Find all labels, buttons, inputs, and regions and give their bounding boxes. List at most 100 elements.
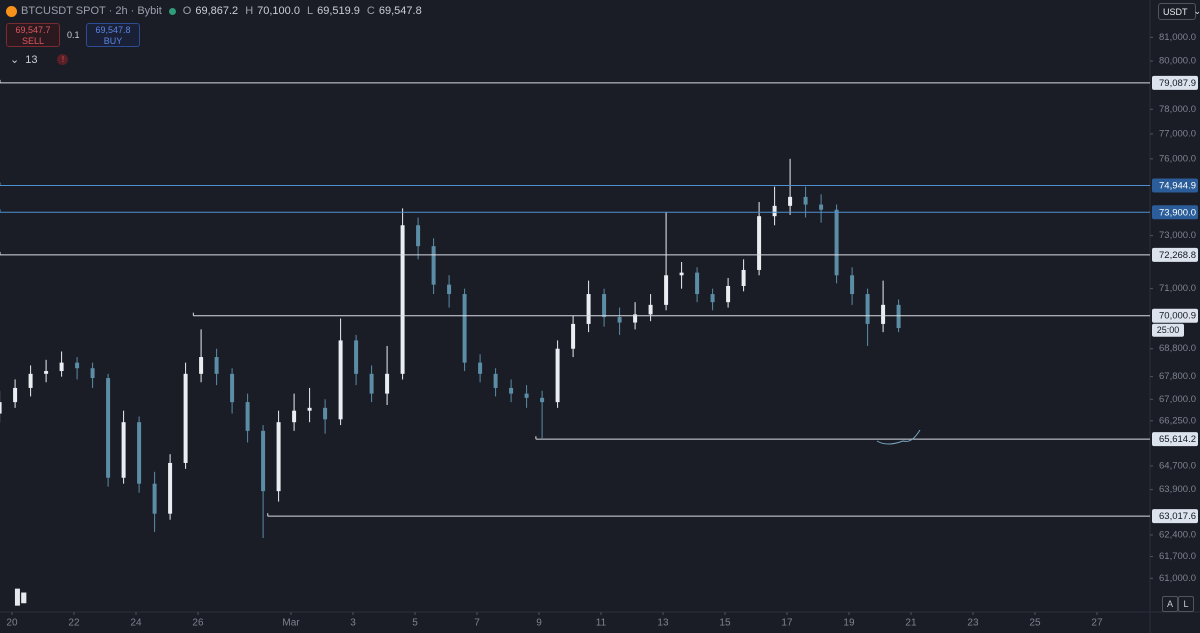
y-tick-label: 61,000.0 [1159, 573, 1196, 584]
x-tick-label: 17 [781, 618, 793, 629]
y-tick-label: 66,250.0 [1159, 415, 1196, 426]
y-tick-label: 67,000.0 [1159, 394, 1196, 405]
auto-scale-button[interactable]: A [1162, 596, 1178, 612]
candle-body [571, 323, 576, 349]
y-tick-label: 78,000.0 [1159, 104, 1196, 115]
x-tick-label: 11 [596, 618, 607, 629]
candle-body [106, 378, 111, 478]
candle-body [245, 402, 250, 431]
candle-body [834, 209, 839, 276]
x-tick-label: 5 [412, 618, 418, 629]
candle-body [431, 246, 436, 285]
x-tick-label: Mar [282, 618, 300, 629]
ohlc-value: 69,867.2 [195, 5, 239, 17]
market-status [168, 7, 176, 15]
ohlc-value: 70,100.0 [257, 5, 300, 17]
buy-button[interactable]: 69,547.8 BUY [86, 23, 140, 47]
candle-body [400, 225, 405, 374]
candle-body [586, 294, 591, 324]
ohlc-key: C [366, 5, 375, 17]
candle-body [772, 205, 777, 217]
candle-body [726, 285, 731, 303]
y-tick-label: 61,700.0 [1159, 551, 1196, 562]
x-tick-label: 23 [967, 618, 979, 629]
chevron: ⌄ [1193, 6, 1200, 16]
candle-body [695, 272, 700, 295]
candle-body [865, 294, 870, 324]
x-tick-label: 13 [657, 618, 669, 629]
candle-body [462, 294, 467, 363]
ohlc-key: H [245, 5, 254, 17]
candle-body [896, 304, 901, 329]
candle-body [121, 422, 126, 478]
candle-body [850, 275, 855, 295]
candle-body [555, 348, 560, 403]
ohlc-value: 69,519.9 [317, 5, 360, 17]
indicators-toggle[interactable]: ⌄ 13! [10, 53, 69, 66]
warning-icon: ! [57, 54, 69, 65]
candle-body [323, 407, 328, 420]
candle-body [199, 357, 204, 374]
level-price-tag [1152, 247, 1198, 262]
candle-body [633, 314, 638, 323]
chevron: ⌄ [10, 54, 20, 66]
ohlc-key: O [182, 5, 192, 17]
y-tick-label: 77,000.0 [1159, 128, 1196, 139]
candle-body [478, 362, 483, 374]
symbol-header: BTCUSDT SPOT · 2h · Bybit O 69,867.2 H 70,… [6, 3, 425, 19]
x-tick-label: 19 [843, 618, 855, 629]
candle-body [602, 294, 607, 318]
y-tick-label: 62,400.0 [1159, 529, 1196, 540]
currency-select[interactable]: USDT ⌄ [1158, 3, 1200, 20]
candle-body [152, 483, 157, 514]
candle-body [214, 357, 219, 374]
candle-body [617, 317, 622, 323]
candle-body [741, 269, 746, 286]
x-tick-label: 22 [68, 618, 80, 629]
candle-body [679, 272, 684, 276]
candle-body [276, 422, 281, 492]
candle-body [338, 340, 343, 420]
y-tick-label: 64,700.0 [1159, 460, 1196, 471]
level-price-tag [1152, 308, 1198, 323]
symbol[interactable]: BTCUSDT SPOT · 2h · Bybit [21, 5, 162, 17]
quantity[interactable]: 0.1 [67, 30, 80, 40]
level-price-tag [1152, 75, 1198, 90]
y-tick-label: 71,000.0 [1159, 283, 1196, 294]
candle-body [493, 373, 498, 388]
x-tick-label: 20 [6, 618, 18, 629]
candle-body [183, 373, 188, 463]
level-price-tag [1152, 432, 1198, 447]
level-price-label: 72,268.8 [1159, 250, 1196, 261]
candle-body [509, 387, 514, 394]
y-tick-label: 76,000.0 [1159, 153, 1196, 164]
x-tick-label: 15 [719, 618, 731, 629]
x-tick-label: 7 [474, 618, 480, 629]
ohlc-value: 69,547.8 [378, 5, 422, 17]
candle-body [757, 216, 762, 270]
x-tick-label: 3 [350, 618, 356, 629]
sell-label: SELL [21, 36, 45, 46]
x-tick-label: 26 [192, 618, 204, 629]
log-scale-button[interactable]: L [1178, 596, 1194, 612]
candle-body [90, 368, 95, 379]
y-tick-label: 67,800.0 [1159, 371, 1196, 382]
y-tick-label: 81,000.0 [1159, 32, 1196, 43]
candle-body [137, 422, 142, 484]
y-tick-label: 80,000.0 [1159, 56, 1196, 67]
currency: USDT [1163, 6, 1188, 17]
level-price-tag [1152, 509, 1198, 524]
candle-body [385, 373, 390, 394]
y-tick-label: 68,800.0 [1159, 343, 1196, 354]
candle-body [803, 196, 808, 205]
candle-body [540, 397, 545, 403]
sell-button[interactable]: 69,547.7 SELL [6, 23, 60, 47]
candle-body [230, 373, 235, 403]
candle-body [0, 402, 2, 414]
candle-body [788, 196, 793, 206]
buy-label: BUY [103, 36, 123, 46]
candle-body [307, 407, 312, 411]
candle-body [648, 304, 653, 315]
drawing-sketch [876, 429, 921, 445]
